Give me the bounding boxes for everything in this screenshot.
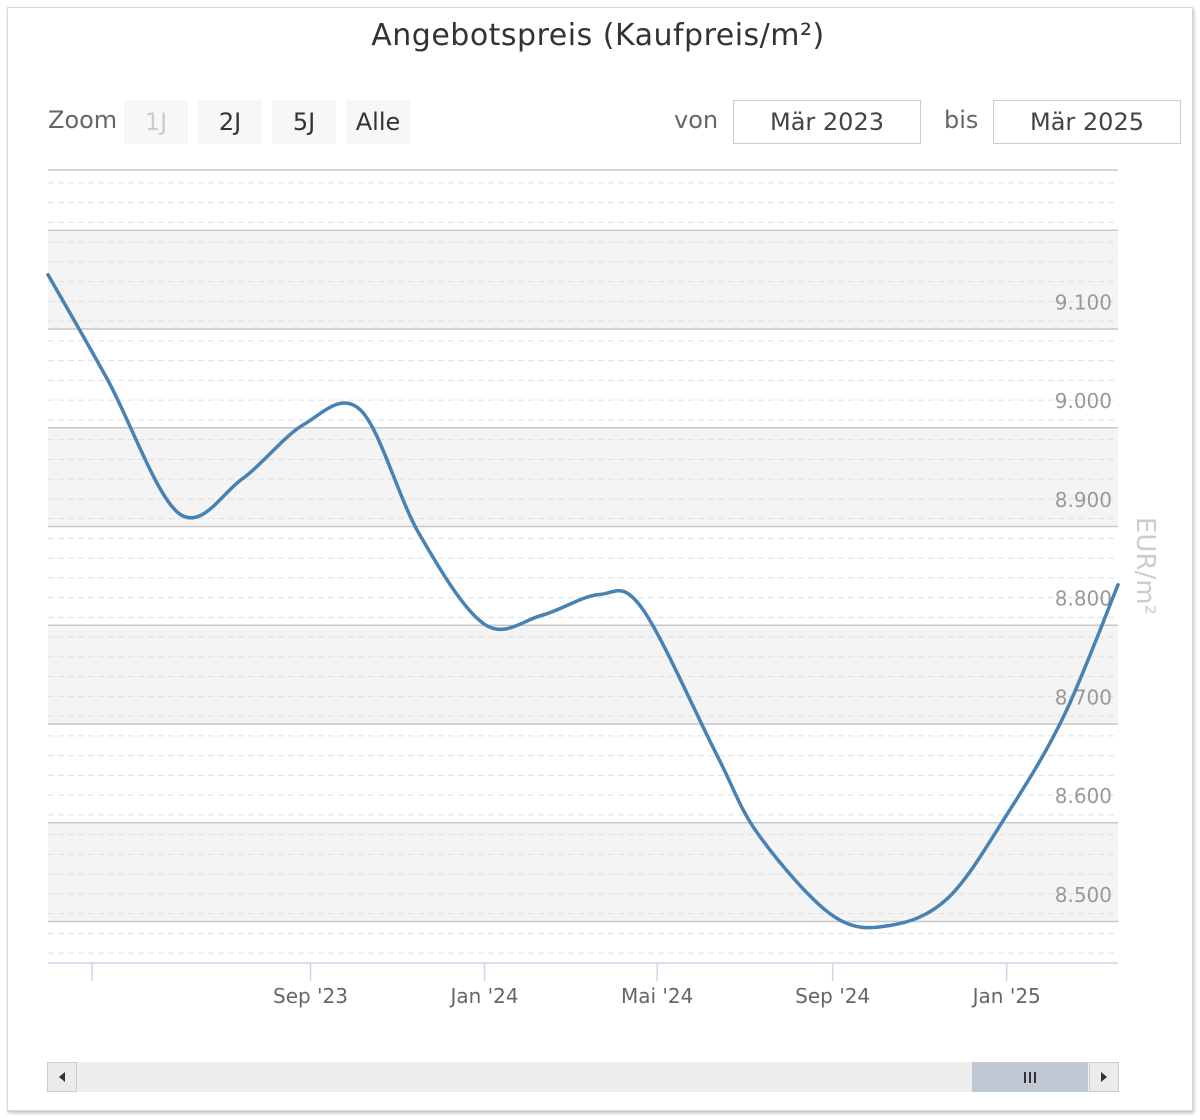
- y-tick-label: 8.800: [1055, 587, 1112, 611]
- chart-container: [7, 7, 1193, 1111]
- x-tick-label: Sep '23: [273, 984, 348, 1008]
- navigator-scrollbar-track[interactable]: [48, 1062, 1118, 1092]
- y-tick-label: 8.900: [1055, 488, 1112, 512]
- line-chart: Sep '23 Jan '24 Mai '24 Sep '24 Jan '25 8.50…: [46, 169, 1160, 1008]
- chart-title: Angebotspreis (Kaufpreis/m²): [371, 18, 825, 53]
- x-tick-label: Sep '24: [795, 984, 870, 1008]
- plot-band: [48, 427, 1118, 527]
- series-line[interactable]: [46, 272, 1120, 930]
- grip-icon: [1024, 1071, 1036, 1083]
- navigator-scrollbar-thumb[interactable]: [972, 1062, 1088, 1092]
- x-tick-label: Jan '24: [448, 984, 518, 1008]
- x-axis: Sep '23 Jan '24 Mai '24 Sep '24 Jan '25: [48, 962, 1118, 1008]
- grid-lines: [48, 169, 1118, 954]
- y-tick-label: 8.600: [1055, 784, 1112, 808]
- y-tick-label: 9.000: [1055, 389, 1112, 413]
- from-label: von: [674, 106, 719, 134]
- x-tick-label: Jan '25: [971, 984, 1041, 1008]
- y-axis-title: EUR/m²: [1130, 517, 1160, 615]
- plot-band: [48, 230, 1118, 329]
- y-axis: 8.500 8.600 8.700 8.800 8.900 9.000 9.100: [1055, 290, 1112, 907]
- y-tick-label: 9.100: [1055, 290, 1112, 314]
- from-date-input[interactable]: Mär 2023: [733, 100, 921, 144]
- series-layer: [46, 272, 1120, 930]
- y-tick-label: 8.500: [1055, 883, 1112, 907]
- zoom-5j-button[interactable]: 5J: [272, 100, 336, 144]
- plot-bands: [48, 230, 1118, 922]
- to-date-input[interactable]: Mär 2025: [993, 100, 1181, 144]
- zoom-2j-button[interactable]: 2J: [198, 100, 262, 144]
- zoom-1j-button[interactable]: 1J: [124, 100, 188, 144]
- zoom-alle-button[interactable]: Alle: [346, 100, 410, 144]
- to-label: bis: [944, 106, 979, 134]
- plot-band: [48, 822, 1118, 922]
- arrow-right-icon[interactable]: [1089, 1062, 1119, 1092]
- plot-band: [48, 625, 1118, 725]
- x-tick-label: Mai '24: [621, 984, 693, 1008]
- arrow-left-icon[interactable]: [47, 1062, 77, 1092]
- y-tick-label: 8.700: [1055, 685, 1112, 709]
- zoom-label: Zoom: [48, 106, 118, 134]
